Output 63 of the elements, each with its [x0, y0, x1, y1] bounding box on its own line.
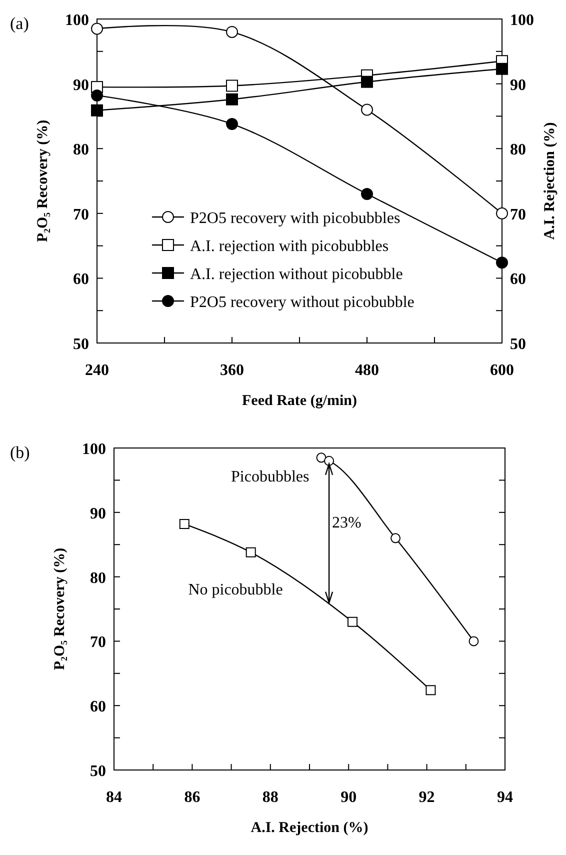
x-tick-label: 94 [497, 789, 513, 806]
point [496, 207, 508, 220]
point [361, 188, 373, 200]
point [324, 456, 334, 466]
point [390, 533, 401, 544]
point [426, 685, 436, 696]
y-tick-label: 90 [73, 76, 89, 94]
x-tick-label: 600 [490, 362, 514, 379]
x-tick-label: 92 [418, 789, 435, 806]
point [226, 26, 238, 38]
point [179, 518, 190, 529]
legend-label: Picobubbles [231, 468, 310, 486]
point [91, 22, 103, 35]
point [226, 80, 238, 92]
y2-tick-label: 100 [510, 12, 534, 29]
chart-title: (a) [10, 14, 29, 33]
point [226, 118, 238, 130]
point [348, 616, 358, 627]
y2-axis-title: A.I. Rejection (%) [542, 122, 558, 240]
y-tick-label: 80 [73, 142, 89, 159]
x-tick-label: 240 [85, 362, 109, 379]
point [246, 547, 256, 558]
point [91, 104, 103, 116]
point [496, 256, 508, 269]
chart-title: (b) [10, 443, 30, 462]
x-axis-title: Feed Rate (g/min) [242, 393, 357, 409]
point [361, 104, 373, 116]
point [91, 89, 103, 102]
point [468, 636, 479, 646]
legend-label: A.I. rejection without picobubble [190, 266, 403, 283]
x-axis-title: A.I. Rejection (%) [250, 820, 368, 836]
y2-tick-label: 80 [510, 142, 526, 159]
y2-tick-label: 90 [510, 76, 526, 94]
y-tick-label: 50 [90, 763, 106, 780]
y-tick-label: 50 [73, 336, 89, 353]
y-axis-title: P₂O₅ Recovery (%) [52, 548, 68, 670]
x-tick-label: 86 [184, 789, 200, 806]
y-tick-label: 80 [90, 570, 106, 587]
y-tick-label: 100 [65, 12, 89, 29]
y-tick-label: 60 [73, 271, 89, 288]
y-tick-label: 70 [73, 206, 89, 224]
point [316, 452, 326, 463]
y-tick-label: 60 [90, 698, 106, 716]
y-tick-label: 90 [90, 505, 106, 522]
y-axis-title: P₂O₅ Recovery (%) [35, 120, 51, 242]
series-label: No picobubble [188, 581, 283, 598]
y2-tick-label: 60 [510, 271, 526, 288]
x-tick-label: 84 [106, 789, 122, 806]
legend-label: A.I. rejection with picobubbles [190, 238, 389, 255]
x-tick-label: 360 [220, 362, 244, 379]
x-tick-label: 88 [262, 789, 278, 806]
y-tick-label: 70 [90, 634, 106, 652]
x-tick-label: 90 [340, 789, 357, 806]
y2-tick-label: 50 [510, 336, 526, 353]
point [226, 93, 238, 106]
y2-tick-label: 70 [510, 206, 526, 224]
legend-label: P2O5 recovery without picobubble [190, 294, 414, 311]
x-tick-label: 480 [355, 362, 379, 379]
point [361, 76, 373, 88]
annotation: 23% [332, 514, 362, 532]
point [496, 62, 508, 75]
y-tick-label: 100 [82, 441, 106, 458]
legend-label: P2O5 recovery with picobubbles [190, 210, 400, 227]
